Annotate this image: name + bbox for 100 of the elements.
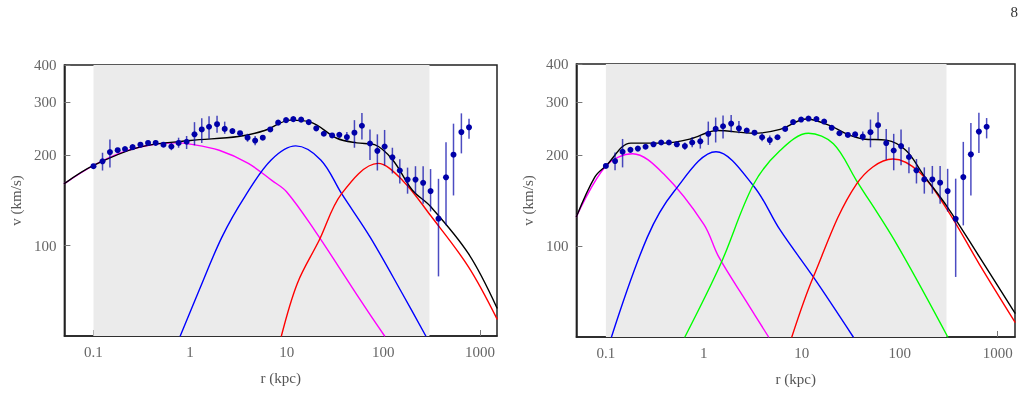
point [267,126,274,133]
point [602,162,609,169]
x-tick-label: 100 [372,343,395,360]
y-tick-label: 100 [33,237,57,254]
point [129,144,136,151]
x-axis-title: r (kpc) [775,370,816,388]
x-tick-label: 1000 [464,343,495,360]
point [944,188,951,195]
point [427,188,434,195]
point [206,123,213,130]
point [937,179,944,186]
point [183,138,190,145]
point [152,139,159,146]
point [329,132,336,139]
point [466,124,473,131]
point [673,141,680,148]
point [650,141,657,148]
y-tick-label: 100 [545,238,569,254]
point [728,120,735,127]
point [374,147,381,154]
point [821,118,828,125]
point [705,130,712,137]
y-axis-title: v (km/s) [7,175,25,226]
point [828,124,835,131]
point [735,125,742,132]
point [627,146,634,153]
point [790,119,797,126]
point [844,131,851,138]
point [381,143,388,150]
point [214,121,221,128]
point [122,145,129,152]
point [114,147,121,154]
x-tick-label: 1 [700,344,708,361]
point [221,125,228,132]
point [191,131,198,138]
point [298,116,305,123]
point [712,125,719,132]
point [320,130,327,137]
point [658,139,665,146]
point [867,129,874,136]
point [813,116,820,123]
point [305,119,312,126]
point [782,125,789,132]
x-axis-title: r (kpc) [260,369,301,387]
point [751,129,758,136]
point [412,176,419,183]
point [290,116,297,123]
point [720,123,727,130]
point [259,134,266,141]
point [358,122,365,129]
y-axis-title: v (km/s) [519,175,537,226]
y-tick-label: 300 [545,93,569,110]
point [145,139,152,146]
point [967,151,974,158]
point [642,143,649,150]
point [983,123,990,130]
x-tick-label: 10 [794,344,810,361]
point [905,153,912,160]
point [774,134,781,141]
point [883,140,890,147]
point [960,174,967,181]
point [106,149,113,156]
point [952,215,959,222]
x-tick-label: 1 [186,343,194,360]
point [836,130,843,137]
point [875,122,882,129]
point [336,131,343,138]
point [351,129,358,136]
point [898,143,905,150]
point [90,163,97,170]
point [137,141,144,148]
point [420,179,427,186]
point [396,167,403,174]
point [929,176,936,183]
x-tick-label: 1000 [982,344,1013,361]
x-tick-label: 10 [279,343,295,360]
point [975,128,982,135]
x-tick-label: 100 [888,344,912,361]
point [283,117,290,124]
point [697,138,704,145]
point [805,115,812,122]
y-tick-label: 300 [33,94,57,111]
point [612,158,619,165]
point [198,126,205,133]
point [313,125,320,132]
point [619,148,626,155]
point [366,140,373,147]
point [665,139,672,146]
point [229,128,236,135]
point [404,176,411,183]
x-tick-label: 0.1 [84,343,103,360]
point [443,174,450,181]
point [389,154,396,161]
point [275,119,282,126]
y-tick-label: 200 [545,147,569,163]
point [634,145,641,152]
x-tick-label: 0.1 [596,344,616,361]
y-tick-label: 400 [545,56,569,72]
point [852,131,859,138]
point [237,130,244,137]
